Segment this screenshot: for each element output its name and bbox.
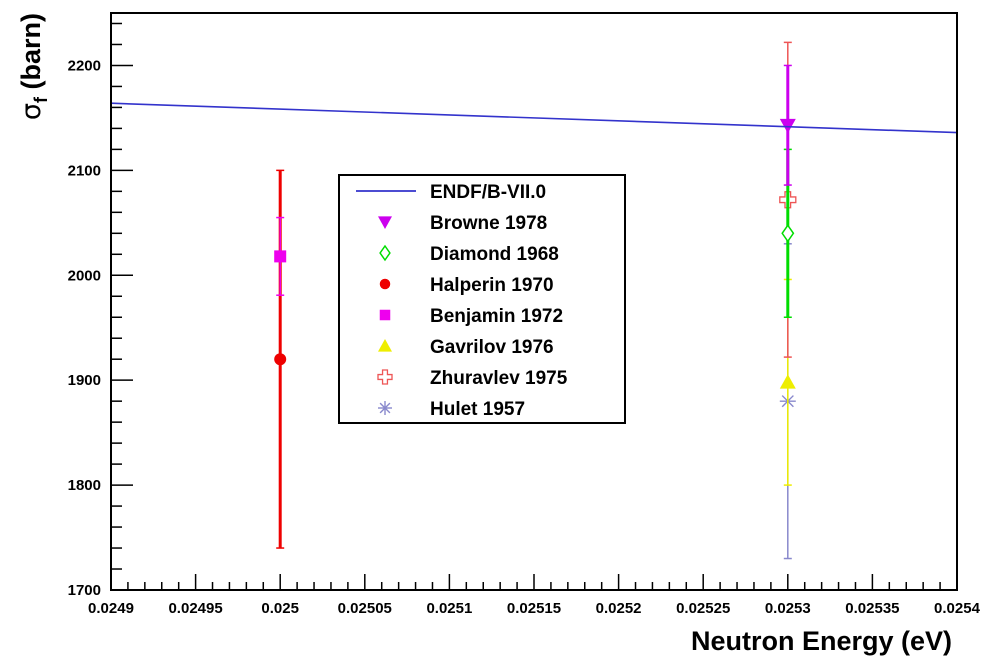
x-tick-label: 0.0249: [88, 600, 134, 617]
data-point: [274, 250, 287, 263]
legend: ENDF/B-VII.0 Browne 1978 Diamond 1968 Halpe…: [338, 174, 626, 424]
legend-marker: [378, 339, 392, 352]
y-tick-label: 1800: [68, 477, 101, 494]
y-tick-label: 2200: [68, 57, 101, 74]
star-stroke: [379, 402, 391, 414]
legend-label: Diamond 1968: [430, 244, 559, 265]
legend-label: Hulet 1957: [430, 399, 525, 420]
series-benjamin-1972: [274, 216, 287, 296]
y-axis-unit: (barn): [16, 13, 46, 97]
x-tick-label: 0.02525: [676, 600, 730, 617]
y-tick-label: 2100: [68, 162, 101, 179]
x-tick-label: 0.02535: [845, 600, 899, 617]
legend-marker: [379, 309, 391, 321]
x-tick-label: 0.02495: [168, 600, 222, 617]
x-tick-label: 0.02505: [338, 600, 392, 617]
legend-label: Halperin 1970: [430, 275, 554, 296]
endf-line: [110, 102, 958, 134]
legend-marker: [377, 369, 393, 385]
legend-marker: [378, 216, 392, 229]
y-tick-label: 1700: [68, 582, 101, 599]
x-tick-label: 0.0252: [596, 600, 642, 617]
legend-marker: [379, 278, 391, 290]
x-tick-label: 0.025: [261, 600, 299, 617]
data-point: [779, 374, 796, 389]
x-tick-label: 0.0253: [765, 600, 811, 617]
series-layer: [110, 41, 958, 560]
x-tick-label: 0.0251: [426, 600, 472, 617]
series-browne-1978: [779, 64, 796, 186]
legend-label: Benjamin 1972: [430, 306, 563, 327]
y-axis-sigma: σ: [16, 103, 47, 120]
x-tick-label: 0.02515: [507, 600, 561, 617]
x-tick-label: 0.0254: [934, 600, 981, 617]
y-axis-subscript: f: [31, 96, 51, 103]
legend-label: Browne 1978: [430, 213, 547, 234]
y-tick-label: 2000: [68, 267, 101, 284]
legend-marker: [379, 244, 391, 262]
x-axis-title: Neutron Energy (eV): [691, 626, 952, 656]
legend-marker: [378, 401, 392, 415]
data-point: [781, 224, 795, 243]
ticks-layer: 0.0249 0.02495 0.025 0.02505 0.0251 0.02515 0.…: [68, 22, 981, 617]
series-endf-b-vii-0: [110, 102, 958, 134]
legend-label: ENDF/B-VII.0: [430, 182, 546, 203]
legend-label: Zhuravlev 1975: [430, 368, 568, 389]
y-tick-label: 1900: [68, 372, 101, 389]
legend-label: Gavrilov 1976: [430, 337, 554, 358]
plot-frame: [110, 12, 958, 591]
y-axis-title: σf (barn): [16, 13, 51, 120]
data-point: [274, 353, 287, 366]
